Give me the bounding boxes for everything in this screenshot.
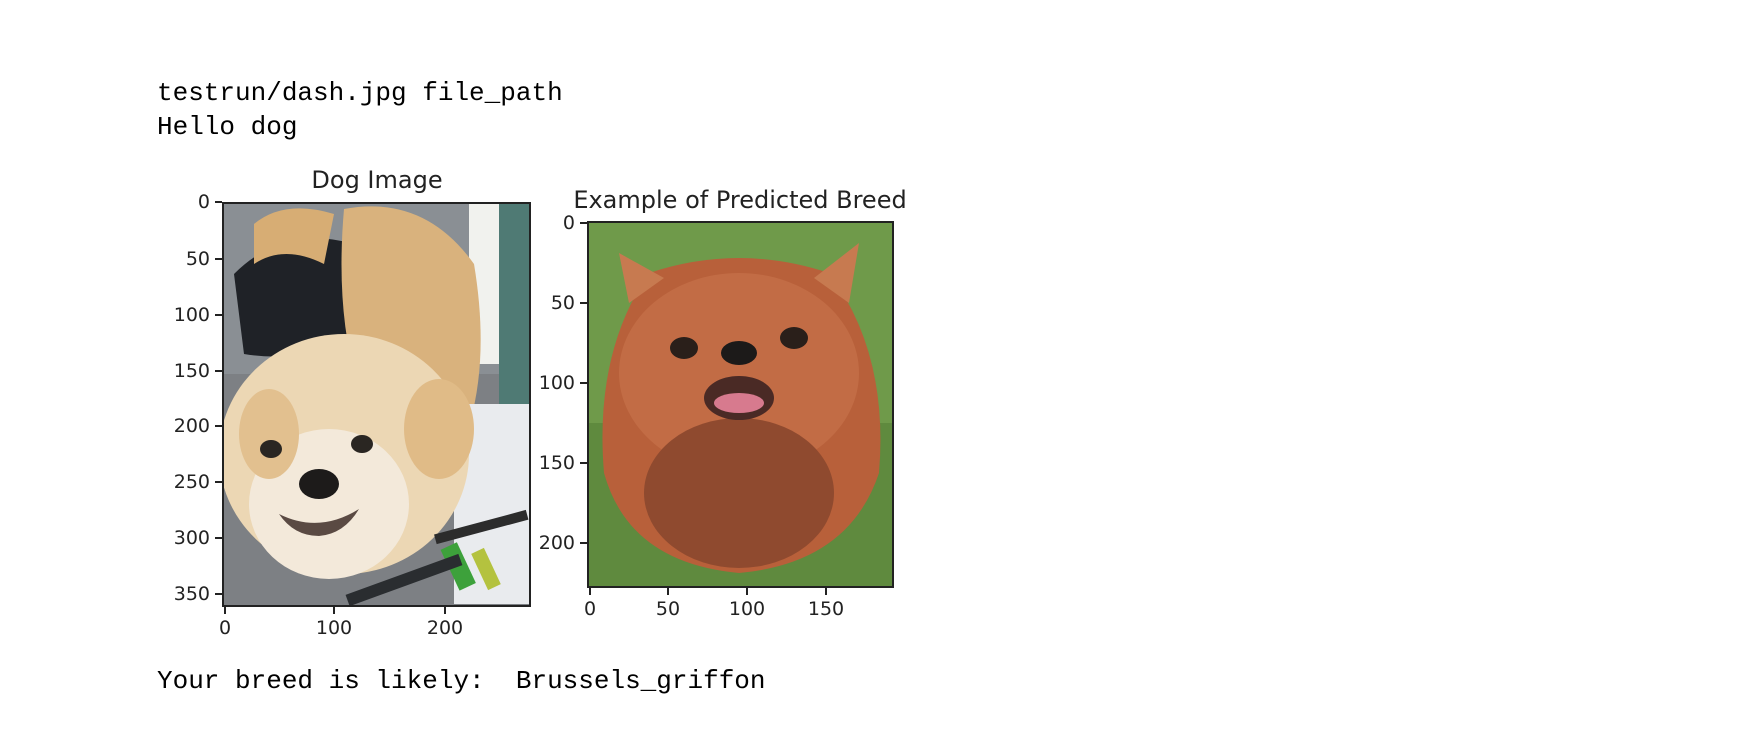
output-line-breed-result: Your breed is likely: Brussels_griffon [157,666,766,696]
y-tick-mark [215,593,222,595]
x-tick-mark [589,588,591,595]
y-tick-label: 100 [173,304,210,326]
y-tick-mark [215,201,222,203]
y-tick-label: 0 [562,212,575,234]
x-tick-label: 100 [315,617,353,639]
y-tick-label: 150 [173,360,210,382]
y-tick-label: 350 [173,583,210,605]
x-tick-mark [667,588,669,595]
x-tick-mark [224,607,226,614]
y-tick-mark [215,370,222,372]
x-tick-label: 200 [426,617,464,639]
x-tick-label: 0 [583,598,597,620]
x-tick-label: 150 [807,598,845,620]
output-line-greeting: Hello dog [157,112,298,142]
x-tick-mark [746,588,748,595]
y-tick-mark [215,481,222,483]
y-tick-mark [580,542,587,544]
y-tick-mark [580,302,587,304]
brussels-griffon-photo-image [589,223,892,586]
y-tick-label: 50 [185,248,210,270]
y-tick-mark [215,425,222,427]
x-tick-label: 100 [728,598,766,620]
x-tick-mark [825,588,827,595]
dog-image-panel [222,202,531,607]
y-tick-mark [215,314,222,316]
y-tick-label: 300 [173,527,210,549]
y-tick-mark [580,382,587,384]
x-tick-label: 0 [218,617,232,639]
y-tick-label: 0 [197,191,210,213]
y-tick-mark [580,462,587,464]
output-line-file-path: testrun/dash.jpg file_path [157,78,563,108]
y-tick-label: 150 [538,452,575,474]
y-tick-label: 250 [173,471,210,493]
y-tick-mark [215,258,222,260]
y-tick-mark [580,222,587,224]
y-tick-label: 200 [538,532,575,554]
y-tick-label: 50 [550,292,575,314]
x-tick-label: 50 [655,598,681,620]
predicted-breed-image-panel [587,221,894,588]
x-tick-mark [444,607,446,614]
figure-title: Dog Image [311,166,443,194]
dog-photo-image [224,204,529,605]
y-tick-label: 200 [173,415,210,437]
x-tick-mark [333,607,335,614]
y-tick-label: 100 [538,372,575,394]
figure-title: Example of Predicted Breed [573,186,907,214]
y-tick-mark [215,537,222,539]
